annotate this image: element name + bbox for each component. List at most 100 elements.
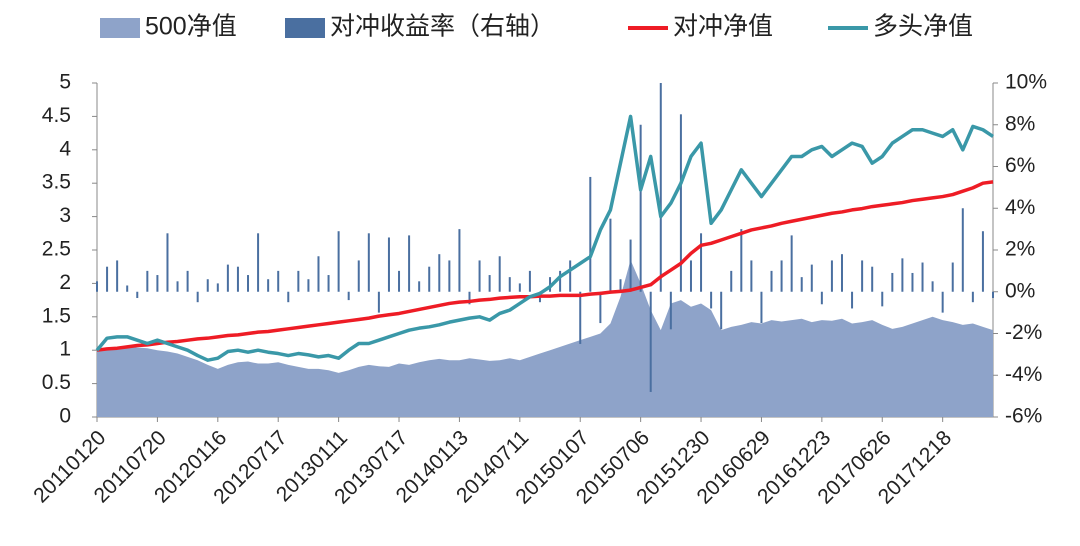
bar <box>669 291 672 330</box>
bar <box>710 291 713 309</box>
bar <box>186 270 189 292</box>
bar <box>367 233 370 292</box>
line <box>95 114 994 362</box>
bar <box>387 237 390 292</box>
area <box>97 260 993 417</box>
bar <box>418 281 421 292</box>
bar <box>136 291 139 299</box>
legend-label: 对冲净值 <box>673 13 773 41</box>
y2-tick-label: 2% <box>1005 238 1035 261</box>
bar <box>689 260 692 292</box>
bar <box>287 291 290 303</box>
bar <box>196 291 199 303</box>
bar <box>408 235 411 292</box>
bar <box>347 291 350 301</box>
bar <box>921 262 924 292</box>
legend-swatch <box>100 18 140 38</box>
legend-label: 多头净值 <box>873 13 973 41</box>
bar <box>176 281 179 292</box>
y-tick-label: 1.5 <box>42 304 71 327</box>
bar <box>448 260 451 292</box>
y-tick-label: 0.5 <box>42 371 71 394</box>
bar <box>961 208 964 292</box>
bar <box>257 233 260 292</box>
bar <box>468 291 471 305</box>
y2-tick-label: 4% <box>1005 196 1035 219</box>
bar <box>398 270 401 292</box>
bar <box>327 275 330 292</box>
y2-tick-label: 6% <box>1005 154 1035 177</box>
bar <box>760 291 763 324</box>
bar <box>911 272 914 292</box>
bar <box>649 291 652 392</box>
y2-tick-label: 10% <box>1005 71 1047 94</box>
bar <box>377 291 380 313</box>
bar <box>297 270 300 292</box>
legend-swatch <box>285 18 325 38</box>
bar <box>498 256 501 292</box>
y-tick-label: 1 <box>59 338 71 361</box>
bar <box>679 114 682 292</box>
bar <box>629 239 632 292</box>
y-tick-label: 4.5 <box>42 104 71 127</box>
y2-tick-label: -6% <box>1005 405 1042 428</box>
y2-tick-label: 0% <box>1005 279 1035 302</box>
bar <box>146 270 149 292</box>
bar <box>559 270 562 292</box>
line <box>96 180 994 352</box>
bar <box>840 254 843 292</box>
bar <box>96 281 98 292</box>
bar <box>307 279 310 292</box>
y2-tick-label: -4% <box>1005 363 1042 386</box>
bar <box>750 260 753 292</box>
bar <box>891 272 894 292</box>
bar <box>116 260 119 292</box>
bar <box>931 281 934 292</box>
bar <box>126 285 129 292</box>
bar <box>337 231 340 292</box>
bar <box>488 275 491 292</box>
bar <box>599 291 602 324</box>
bar <box>951 262 954 292</box>
bar <box>236 266 239 292</box>
bar <box>569 260 572 292</box>
bar <box>740 229 743 292</box>
y-tick-label: 3 <box>59 204 71 227</box>
y-tick-label: 0 <box>59 405 71 428</box>
bar <box>247 275 250 292</box>
bar <box>881 291 884 307</box>
bar <box>770 270 773 292</box>
bar <box>780 260 783 292</box>
bar <box>277 270 280 292</box>
bar <box>166 233 169 292</box>
bar <box>226 264 229 292</box>
bar <box>800 277 803 292</box>
bar <box>589 176 592 292</box>
bar <box>639 124 642 292</box>
bar <box>851 291 854 309</box>
bar <box>528 270 531 292</box>
bar <box>700 233 703 292</box>
bar <box>156 275 159 292</box>
bar <box>992 291 994 299</box>
y-tick-label: 5 <box>59 71 71 94</box>
y2-tick-label: 8% <box>1005 112 1035 135</box>
bar <box>871 266 874 292</box>
bar <box>438 254 441 292</box>
y-tick-label: 3.5 <box>42 171 71 194</box>
bar <box>720 291 723 330</box>
bar <box>810 264 813 292</box>
bar <box>317 256 320 292</box>
bar <box>478 260 481 292</box>
bar <box>206 279 209 292</box>
bar <box>730 270 733 292</box>
bar <box>830 260 833 292</box>
bar <box>659 83 662 292</box>
bar <box>790 235 793 292</box>
bar <box>518 283 521 292</box>
bar <box>579 291 582 344</box>
y-tick-label: 2.5 <box>42 238 71 261</box>
bar <box>357 260 360 292</box>
bar <box>820 291 823 305</box>
